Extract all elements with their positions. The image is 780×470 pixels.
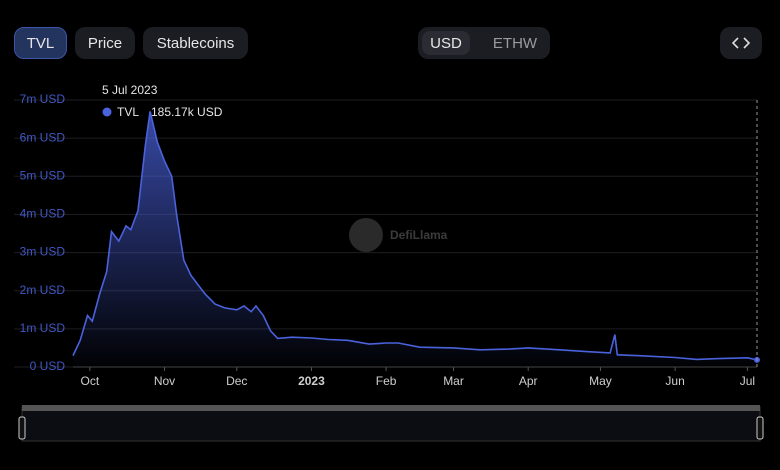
line <box>72 111 758 361</box>
ethw-button[interactable]: ETHW <box>492 34 538 52</box>
x-tick-label: 2023 <box>298 374 325 388</box>
usd-button[interactable]: USD <box>422 31 470 55</box>
price-button[interactable]: Price <box>75 27 135 59</box>
brush-preview <box>21 413 761 442</box>
x-tick-label: Nov <box>154 374 175 388</box>
x-tick-label: Jul <box>740 374 755 388</box>
area <box>73 111 757 368</box>
brush-handle[interactable] <box>756 416 764 440</box>
x-tick-label: Dec <box>226 374 247 388</box>
tooltip-series: TVL <box>117 105 139 119</box>
x-tick-label: Apr <box>519 374 538 388</box>
stablecoins-button[interactable]: Stablecoins <box>143 27 248 59</box>
tvl-button[interactable]: TVL <box>14 27 67 59</box>
y-tick-label: 7m USD <box>20 92 66 106</box>
x-tick-label: May <box>589 374 612 388</box>
y-tick-label: 3m USD <box>20 245 66 259</box>
brush-bar[interactable] <box>22 405 760 411</box>
y-tick-label: 6m USD <box>20 130 66 144</box>
tooltip-title: 5 Jul 2023 <box>102 83 158 97</box>
watermark: DefiLlama <box>349 218 448 252</box>
x-tick-label: Oct <box>81 374 100 388</box>
y-tick-label: 5m USD <box>20 168 66 182</box>
tooltip-swatch <box>102 107 112 117</box>
embed-button[interactable] <box>720 27 762 59</box>
y-tick-label: 2m USD <box>20 283 66 297</box>
brush-handle[interactable] <box>18 416 26 440</box>
tooltip-value: 185.17k USD <box>151 105 223 119</box>
x-tick-label: Feb <box>376 374 397 388</box>
x-tick-label: Jun <box>665 374 684 388</box>
code-icon <box>732 37 750 49</box>
brush[interactable] <box>21 406 761 442</box>
y-tick-label: 0 USD <box>30 359 66 373</box>
x-tick-label: Mar <box>443 374 464 388</box>
watermark-text: DefiLlama <box>390 228 448 242</box>
y-tick-label: 1m USD <box>20 321 66 335</box>
hover-point <box>754 356 760 363</box>
y-tick-label: 4m USD <box>20 207 66 221</box>
